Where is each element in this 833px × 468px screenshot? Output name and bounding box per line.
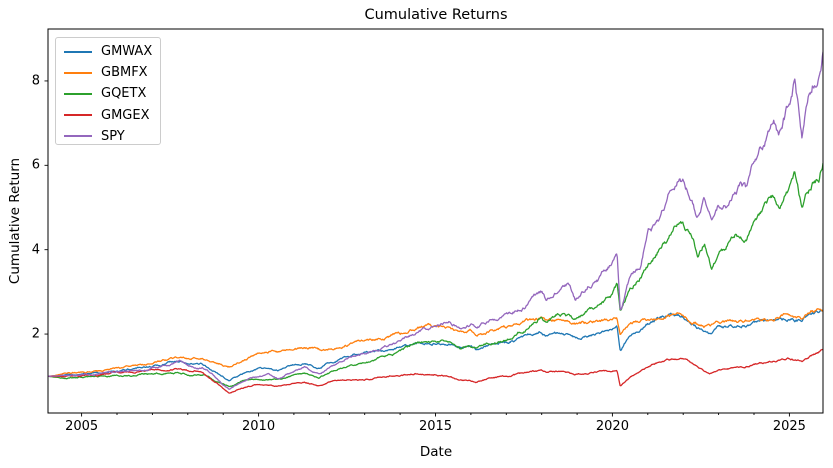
series-line-gqetx	[48, 163, 823, 388]
legend-label: GMGEX	[101, 107, 150, 123]
y-tick-label: 8	[31, 73, 40, 89]
x-tick-label: 2010	[242, 419, 276, 434]
legend-line-swatch	[64, 114, 92, 117]
series-line-gbmfx	[48, 308, 823, 377]
legend-item: GMWAX	[56, 41, 160, 62]
x-tick-label: 2025	[772, 419, 806, 434]
x-tick-label: 2005	[65, 419, 99, 434]
y-axis-label: Cumulative Return	[7, 157, 23, 285]
legend-item: SPY	[56, 126, 160, 147]
legend-line-swatch	[64, 50, 92, 53]
legend-line-swatch	[64, 92, 92, 95]
legend-line-swatch	[64, 71, 92, 74]
x-tick-label: 2020	[595, 419, 629, 434]
y-tick-label: 2	[31, 326, 40, 342]
legend-label: SPY	[101, 128, 125, 144]
legend-item: GQETX	[56, 83, 160, 104]
series-line-spy	[48, 51, 823, 390]
legend-line-swatch	[64, 135, 92, 138]
chart-title: Cumulative Returns	[364, 7, 508, 23]
series-line-gmgex	[48, 348, 823, 394]
legend-item: GBMFX	[56, 62, 160, 83]
legend: GMWAX GBMFX GQETX GMGEX SPY	[55, 37, 161, 145]
legend-label: GQETX	[101, 86, 147, 102]
x-axis-label: Date	[419, 444, 453, 460]
y-tick-label: 4	[31, 242, 40, 258]
x-tick-label: 2015	[418, 419, 453, 434]
legend-label: GMWAX	[101, 44, 153, 60]
legend-label: GBMFX	[101, 65, 148, 81]
y-tick-label: 6	[31, 157, 40, 173]
legend-item: GMGEX	[56, 105, 160, 126]
